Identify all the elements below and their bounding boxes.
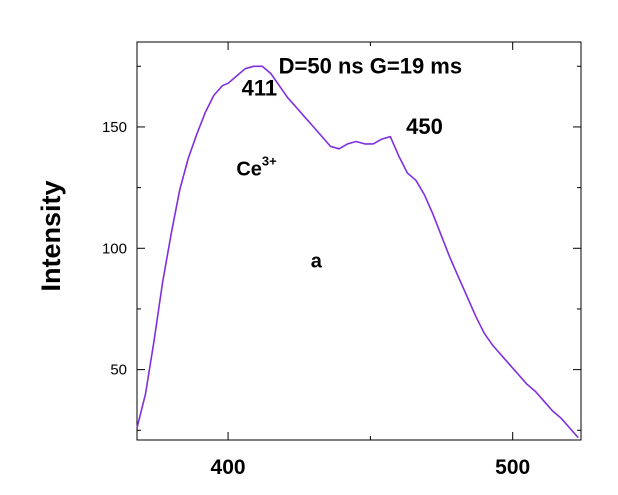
y-axis-label: Intensity <box>36 180 66 291</box>
y-tick-label: 100 <box>102 240 127 257</box>
y-tick-label: 50 <box>110 362 127 379</box>
x-tick-label: 500 <box>495 456 530 479</box>
x-axis: 400 500 <box>211 42 530 479</box>
plot-frame <box>136 41 582 441</box>
annotation-label: Ce3+ <box>236 153 277 180</box>
annotation-label: 411 <box>242 75 278 100</box>
x-tick-label: 400 <box>211 456 246 479</box>
y-axis: 50 100 150 <box>102 65 581 431</box>
annotation-label: 450 <box>406 114 443 139</box>
y-tick-label: 150 <box>102 119 127 136</box>
annotation-label: a <box>311 251 323 273</box>
annotation-label: D=50 ns G=19 ms <box>279 54 462 79</box>
series-layer <box>136 65 579 439</box>
spectrum-line <box>136 65 579 439</box>
